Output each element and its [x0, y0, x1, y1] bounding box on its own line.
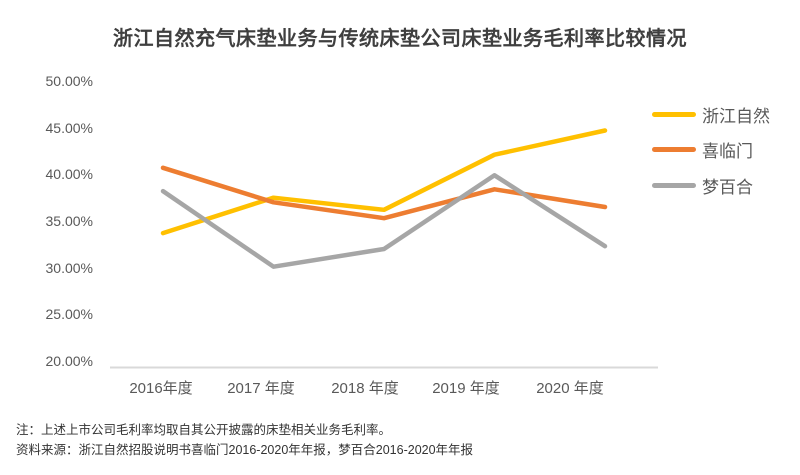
series-line-zhejiang-nature — [160, 128, 608, 236]
x-tick-label: 2020 年度 — [536, 380, 604, 397]
legend-item-xilinmen: 喜临门 — [652, 139, 753, 161]
y-tick-label: 40.00% — [45, 166, 93, 183]
legend-item-mlily: 梦百合 — [652, 175, 753, 197]
y-tick-label: 45.00% — [45, 119, 93, 136]
legend-label: 喜临门 — [702, 141, 753, 161]
y-tick-label: 20.00% — [45, 353, 93, 369]
legend-label: 梦百合 — [702, 177, 753, 197]
series-line-xilinmen — [160, 165, 608, 221]
legend-item-zhejiang-nature: 浙江自然 — [652, 104, 770, 126]
x-tick-label: 2019 年度 — [432, 380, 500, 397]
legend-label: 浙江自然 — [702, 106, 770, 126]
x-tick-label: 2017 年度 — [227, 380, 295, 397]
y-tick-label: 25.00% — [45, 306, 93, 323]
y-tick-label: 35.00% — [45, 213, 93, 229]
y-tick-label: 50.00% — [45, 73, 93, 89]
legend-line-swatch-icon — [652, 182, 696, 188]
y-tick-label: 30.00% — [45, 259, 93, 276]
x-tick-label: 2018 年度 — [331, 380, 399, 397]
legend-line-swatch-icon — [652, 111, 696, 117]
series-line-mlily — [160, 173, 608, 269]
footnote-source: 资料来源：浙江自然招股说明书喜临门2016-2020年年报，梦百合2016-20… — [16, 443, 474, 457]
chart-title: 浙江自然充气床垫业务与传统床垫公司床垫业务毛利率比较情况 — [113, 28, 687, 50]
x-tick-label: 2016年度 — [129, 380, 193, 397]
footnote-note: 注：上述上市公司毛利率均取自其公开披露的床垫相关业务毛利率。 — [16, 423, 392, 437]
legend-line-swatch-icon — [652, 146, 696, 152]
